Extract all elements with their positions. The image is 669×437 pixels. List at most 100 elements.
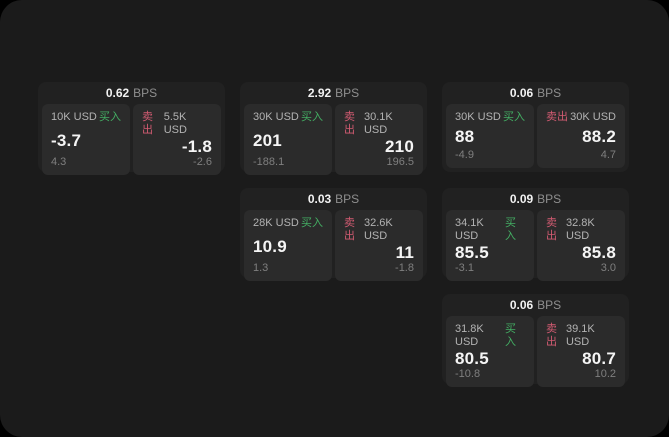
- buy-quote-panel[interactable]: 31.8K USD 买入 80.5 -10.8: [446, 316, 534, 387]
- sell-price: 80.7: [582, 349, 616, 368]
- sell-amount: 39.1K USD: [565, 323, 595, 348]
- sell-quote-panel[interactable]: 卖出 30.1K USD 210 196.5: [335, 104, 423, 175]
- buy-panel-top: 31.8K USD 买入: [455, 323, 525, 349]
- bps-header: 0.09 BPS: [446, 188, 625, 210]
- buy-quote-panel[interactable]: 34.1K USD 买入 85.5 -3.1: [446, 210, 534, 281]
- bps-unit-label: BPS: [537, 192, 562, 206]
- sell-sub-value: 10.2: [594, 368, 616, 380]
- buy-side-label: 买入: [505, 217, 517, 242]
- bps-value: 0.03: [307, 192, 332, 206]
- buy-amount: 10K USD: [51, 111, 97, 123]
- buy-quote-panel[interactable]: 10K USD 买入 -3.7 4.3: [42, 104, 130, 175]
- buy-quote-panel[interactable]: 30K USD 买入 201 -188.1: [244, 104, 332, 175]
- sell-panel-top: 卖出 32.8K USD: [546, 217, 616, 243]
- sell-panel-top: 卖出 30.1K USD: [344, 111, 414, 137]
- buy-price: 10.9: [253, 236, 287, 256]
- quote-panels: 10K USD 买入 -3.7 4.3 卖出 5.5K USD -1.8 -2.…: [42, 104, 221, 175]
- sell-amount: 30.1K USD: [363, 111, 393, 136]
- buy-amount: 28K USD: [253, 217, 299, 229]
- bps-header: 0.62 BPS: [42, 82, 221, 104]
- quote-panels: 34.1K USD 买入 85.5 -3.1 卖出 32.8K USD 85.8…: [446, 210, 625, 281]
- quote-card: 0.06 BPS 30K USD 买入 88 -4.9 卖出 30K USD 8…: [442, 82, 629, 172]
- buy-side-label: 买入: [99, 111, 121, 123]
- sell-sub-value: 196.5: [386, 156, 414, 168]
- bps-unit-label: BPS: [335, 86, 360, 100]
- sell-side-label: 卖出: [344, 217, 355, 242]
- buy-price: 85.5: [455, 243, 489, 262]
- quote-panels: 31.8K USD 买入 80.5 -10.8 卖出 39.1K USD 80.…: [446, 316, 625, 387]
- buy-amount: 34.1K USD: [455, 217, 484, 242]
- sell-quote-panel[interactable]: 卖出 32.6K USD 11 -1.8: [335, 210, 423, 281]
- sell-price: 85.8: [582, 243, 616, 262]
- buy-sub-value: -188.1: [253, 156, 285, 168]
- bps-value: 2.92: [307, 86, 332, 100]
- bps-header: 0.03 BPS: [244, 188, 423, 210]
- sell-amount: 32.8K USD: [565, 217, 595, 242]
- buy-sub-value: -4.9: [455, 149, 474, 161]
- buy-amount: 31.8K USD: [455, 323, 484, 348]
- buy-quote-panel[interactable]: 28K USD 买入 10.9 1.3: [244, 210, 332, 281]
- sell-price: 210: [385, 137, 414, 156]
- buy-panel-top: 10K USD 买入: [51, 111, 121, 124]
- bps-unit-label: BPS: [335, 192, 360, 206]
- quote-card: 0.09 BPS 34.1K USD 买入 85.5 -3.1 卖出 32.8K…: [442, 188, 629, 281]
- sell-price: 11: [395, 243, 414, 262]
- buy-sub-value: -3.1: [455, 262, 474, 274]
- sell-side-label: 卖出: [142, 111, 153, 136]
- sell-sub-value: 4.7: [600, 149, 616, 161]
- sell-quote-panel[interactable]: 卖出 5.5K USD -1.8 -2.6: [133, 104, 221, 175]
- quote-card: 0.62 BPS 10K USD 买入 -3.7 4.3 卖出 5.5K USD…: [38, 82, 225, 175]
- sell-price: 88.2: [582, 127, 616, 146]
- buy-side-label: 买入: [301, 217, 323, 229]
- quote-cards-grid: 0.62 BPS 10K USD 买入 -3.7 4.3 卖出 5.5K USD…: [38, 82, 629, 387]
- buy-price: 80.5: [455, 349, 489, 368]
- sell-price: -1.8: [181, 137, 212, 156]
- bps-header: 0.06 BPS: [446, 294, 625, 316]
- sell-quote-panel[interactable]: 卖出 39.1K USD 80.7 10.2: [537, 316, 625, 387]
- bps-value: 0.62: [105, 86, 130, 100]
- bps-header: 0.06 BPS: [446, 82, 625, 104]
- bps-unit-label: BPS: [537, 86, 562, 100]
- sell-side-label: 卖出: [546, 323, 557, 348]
- buy-side-label: 买入: [505, 323, 517, 348]
- bps-value: 0.06: [509, 86, 534, 100]
- buy-amount: 30K USD: [253, 111, 299, 123]
- buy-amount: 30K USD: [455, 111, 501, 123]
- sell-side-label: 卖出: [344, 111, 355, 136]
- buy-price: 88: [455, 127, 475, 146]
- sell-sub-value: 3.0: [600, 262, 616, 274]
- sell-sub-value: -1.8: [395, 262, 414, 274]
- sell-panel-top: 卖出 30K USD: [546, 111, 616, 124]
- sell-sub-value: -2.6: [193, 156, 212, 168]
- buy-price: -3.7: [51, 130, 82, 150]
- bps-unit-label: BPS: [537, 298, 562, 312]
- sell-panel-top: 卖出 5.5K USD: [142, 111, 212, 137]
- bps-value: 0.06: [509, 298, 534, 312]
- sell-side-label: 卖出: [546, 217, 557, 242]
- sell-amount: 30K USD: [570, 111, 616, 123]
- bps-value: 0.09: [509, 192, 534, 206]
- buy-sub-value: 1.3: [253, 262, 269, 274]
- buy-panel-top: 30K USD 买入: [253, 111, 323, 124]
- buy-panel-top: 34.1K USD 买入: [455, 217, 525, 243]
- bps-header: 2.92 BPS: [244, 82, 423, 104]
- quote-card: 0.06 BPS 31.8K USD 买入 80.5 -10.8 卖出 39.1…: [442, 294, 629, 387]
- buy-side-label: 买入: [301, 111, 323, 123]
- buy-price: 201: [253, 130, 282, 150]
- quote-panels: 28K USD 买入 10.9 1.3 卖出 32.6K USD 11 -1.8: [244, 210, 423, 281]
- sell-amount: 32.6K USD: [363, 217, 393, 242]
- sell-amount: 5.5K USD: [163, 111, 187, 136]
- bps-unit-label: BPS: [133, 86, 158, 100]
- buy-quote-panel[interactable]: 30K USD 买入 88 -4.9: [446, 104, 534, 168]
- quote-panels: 30K USD 买入 201 -188.1 卖出 30.1K USD 210 1…: [244, 104, 423, 175]
- buy-sub-value: 4.3: [51, 156, 67, 168]
- quote-panels: 30K USD 买入 88 -4.9 卖出 30K USD 88.2 4.7: [446, 104, 625, 168]
- buy-panel-top: 28K USD 买入: [253, 217, 323, 230]
- sell-panel-top: 卖出 39.1K USD: [546, 323, 616, 349]
- sell-quote-panel[interactable]: 卖出 32.8K USD 85.8 3.0: [537, 210, 625, 281]
- buy-sub-value: -10.8: [455, 368, 481, 380]
- sell-quote-panel[interactable]: 卖出 30K USD 88.2 4.7: [537, 104, 625, 168]
- quote-card: 2.92 BPS 30K USD 买入 201 -188.1 卖出 30.1K …: [240, 82, 427, 175]
- buy-side-label: 买入: [503, 111, 525, 123]
